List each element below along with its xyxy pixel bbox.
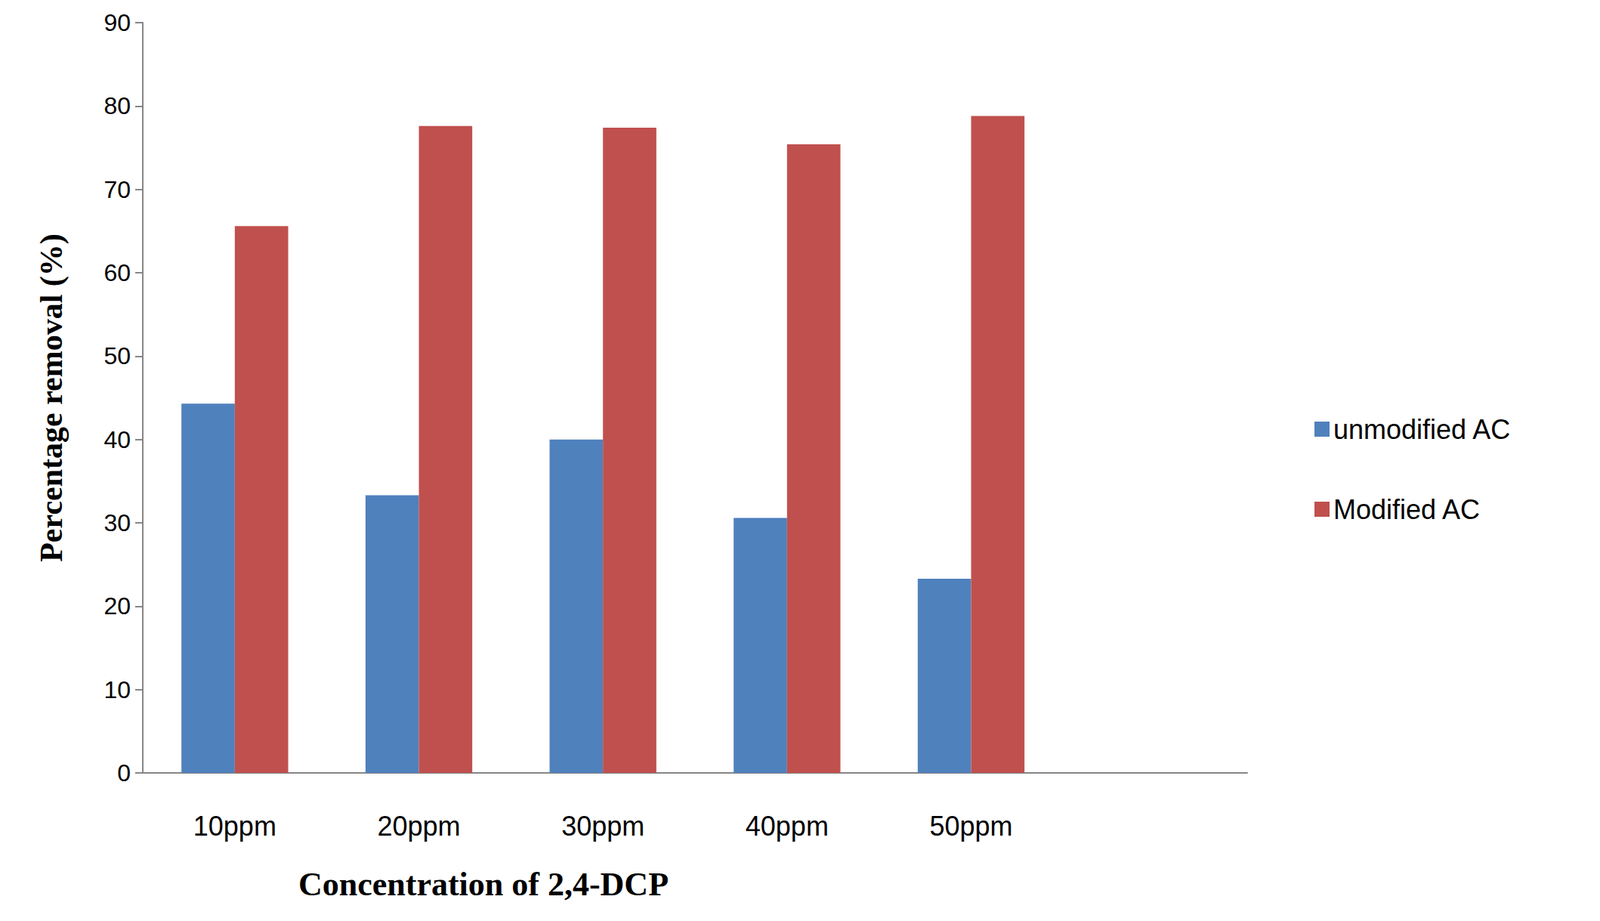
svg-text:50ppm: 50ppm [929, 810, 1013, 842]
svg-text:50: 50 [103, 342, 131, 370]
svg-text:20: 20 [103, 592, 131, 620]
svg-text:80: 80 [103, 92, 131, 120]
svg-text:Modified AC: Modified AC [1333, 494, 1480, 526]
svg-text:Percentage removal (%): Percentage removal (%) [33, 233, 70, 563]
svg-text:70: 70 [103, 176, 131, 204]
svg-text:30: 30 [103, 509, 131, 537]
svg-text:30ppm: 30ppm [561, 810, 645, 842]
svg-text:unmodified AC: unmodified AC [1333, 413, 1511, 445]
svg-text:Concentration of 2,4-DCP: Concentration of 2,4-DCP [298, 865, 669, 903]
svg-text:10ppm: 10ppm [193, 810, 277, 842]
svg-text:40: 40 [103, 426, 131, 454]
svg-text:40ppm: 40ppm [745, 810, 829, 842]
svg-text:90: 90 [103, 9, 131, 37]
svg-text:20ppm: 20ppm [376, 810, 461, 842]
svg-text:10: 10 [103, 676, 131, 704]
svg-text:60: 60 [103, 259, 131, 287]
svg-text:0: 0 [117, 759, 131, 787]
